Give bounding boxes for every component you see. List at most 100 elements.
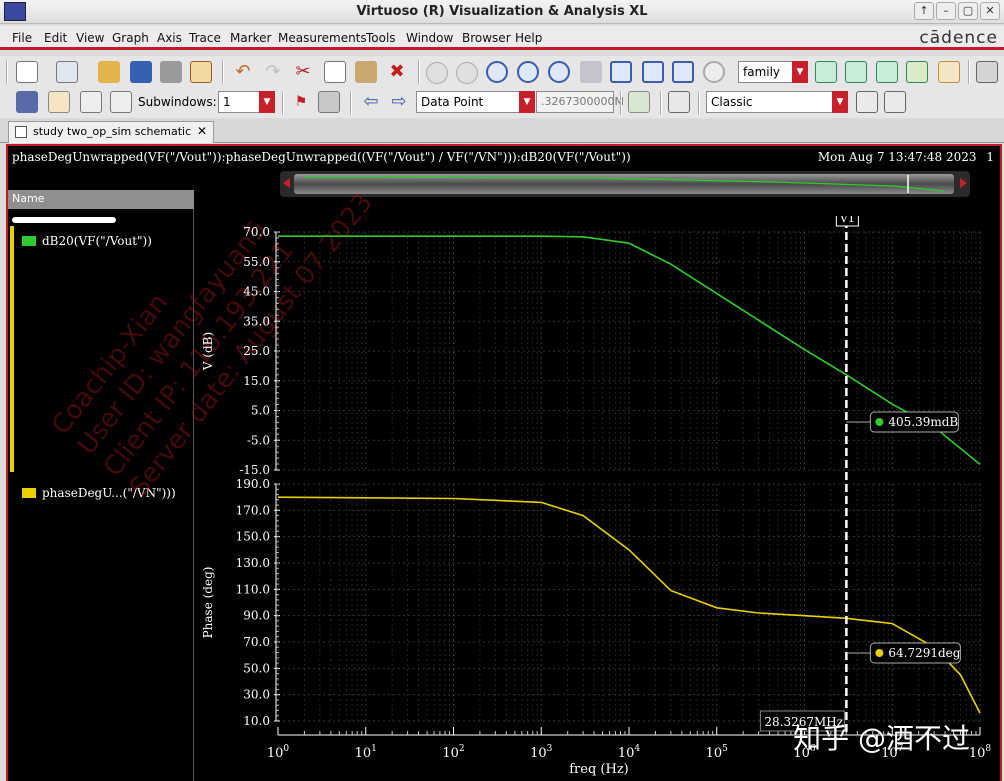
fit-icon[interactable] (610, 61, 632, 83)
add-trace-icon[interactable] (906, 61, 928, 83)
paste-icon[interactable] (355, 61, 377, 83)
y-tick-label: 130.0 (236, 556, 270, 570)
menu-edit[interactable]: Edit (44, 31, 68, 45)
y-tick-label: -15.0 (239, 463, 270, 477)
pan-right-icon[interactable] (456, 62, 478, 84)
next-marker-icon[interactable]: ⇨ (391, 91, 407, 112)
trace-color-icon[interactable] (845, 61, 867, 83)
zoom-x-icon[interactable] (548, 61, 570, 83)
x-tick-label: 108 (969, 744, 992, 761)
open-folder-icon[interactable] (98, 61, 120, 83)
y-tick-label: 35.0 (243, 314, 270, 328)
info-icon[interactable] (318, 91, 340, 113)
fit-x-icon[interactable] (642, 61, 664, 83)
chevron-down-icon[interactable]: ▼ (832, 91, 848, 113)
window-close-all-icon[interactable] (884, 91, 906, 113)
legend-scrollbar[interactable] (12, 217, 116, 223)
redo-icon[interactable]: ↷ (265, 61, 281, 82)
title-bar: Virtuoso (R) Visualization & Analysis XL… (0, 0, 1004, 24)
marker-tag (835, 216, 859, 227)
menu-file[interactable]: File (12, 31, 33, 45)
tab-bar: study two_op_sim schematic ✕ (0, 119, 1004, 143)
subwindows-combo[interactable]: 1 ▼ (218, 91, 275, 113)
new-window-icon[interactable] (16, 61, 38, 83)
menu-axis[interactable]: Axis (157, 31, 182, 45)
marker-name: V1 (839, 216, 855, 225)
readout-box (869, 411, 959, 433)
chevron-down-icon[interactable]: ▼ (259, 91, 275, 113)
zoom-y-icon[interactable] (580, 61, 602, 83)
undo-icon[interactable]: ↶ (235, 61, 251, 82)
style-combo[interactable]: Classic ▼ (706, 91, 848, 113)
calculator-icon[interactable] (668, 91, 690, 113)
scroll-right-icon[interactable] (960, 178, 967, 188)
zoom-in-icon[interactable] (486, 61, 508, 83)
waveform-icon[interactable] (190, 61, 212, 83)
trace-edit-icon[interactable] (938, 61, 960, 83)
plot-area[interactable]: 70.0 55.0 45.0 35.0 25.0 15.0 5.0 -5.0 -15.0 V (d… (198, 216, 998, 781)
page-number: 1 (986, 150, 994, 164)
scroll-thumb[interactable] (294, 174, 954, 194)
minimize-button[interactable]: – (936, 2, 956, 20)
flag-icon[interactable]: ⚑ (294, 94, 308, 110)
y-tick-label: 190.0 (236, 477, 270, 491)
window-controls: ↑ – ▢ ✕ (914, 2, 1000, 20)
chevron-down-icon[interactable]: ▼ (792, 61, 808, 83)
menu-view[interactable]: View (76, 31, 105, 45)
x-tick-label: 103 (530, 744, 553, 761)
scroll-left-icon[interactable] (283, 178, 290, 188)
tab-schematic[interactable]: study two_op_sim schematic ✕ (8, 121, 214, 143)
pan-left-icon[interactable] (426, 62, 448, 84)
trace-width-icon[interactable] (876, 61, 898, 83)
fit-y-icon[interactable] (672, 61, 694, 83)
bar-chart-icon[interactable] (628, 91, 650, 113)
legend-entry-db20[interactable]: dB20(VF("/Vout")) (22, 234, 152, 248)
side-layout-icon[interactable] (110, 91, 132, 113)
legend-entry-phase[interactable]: phaseDegU...("/VN"))) (22, 486, 176, 500)
x-scrollbar[interactable] (280, 171, 970, 197)
y-tick-label: 70.0 (243, 225, 270, 239)
prev-marker-icon[interactable]: ⇦ (363, 91, 379, 112)
style-value: Classic (711, 95, 753, 109)
y-tick-label: 50.0 (243, 661, 270, 675)
zoom-reset-icon[interactable] (703, 61, 725, 83)
menu-graph[interactable]: Graph (112, 31, 149, 45)
main-toolbar: ↶ ↷ ✂ ✖ family ▼ (0, 56, 1004, 88)
close-button[interactable]: ✕ (980, 2, 1000, 20)
wand-icon[interactable] (16, 91, 38, 113)
zoom-out-icon[interactable] (517, 61, 539, 83)
x-tick-label: 107 (881, 744, 904, 761)
save-icon[interactable] (130, 61, 152, 83)
menu-tools[interactable]: Tools (366, 31, 396, 45)
grid-icon[interactable] (976, 61, 998, 83)
menu-measurements[interactable]: Measurements (278, 31, 367, 45)
font-family-combo[interactable]: family ▼ (738, 61, 808, 83)
menu-window[interactable]: Window (406, 31, 454, 45)
print-icon[interactable] (160, 61, 182, 83)
cards-icon[interactable] (48, 91, 70, 113)
schematic-icon (15, 126, 27, 138)
shade-button[interactable]: ↑ (914, 2, 934, 20)
x-tick-label: 106 (793, 744, 816, 761)
menu-trace[interactable]: Trace (189, 31, 221, 45)
new-subwindow-icon[interactable] (56, 61, 78, 83)
x-tick-label: 101 (355, 744, 377, 761)
yellow-swatch-icon (22, 488, 36, 498)
stack-layout-icon[interactable] (80, 91, 102, 113)
maximize-button[interactable]: ▢ (958, 2, 978, 20)
marker-value-field[interactable]: .3267300000M (536, 91, 624, 113)
window-list-icon[interactable] (856, 91, 878, 113)
menu-marker[interactable]: Marker (230, 31, 272, 45)
copy-icon[interactable] (324, 61, 346, 83)
window-title: Virtuoso (R) Visualization & Analysis XL (356, 4, 648, 19)
cut-icon[interactable]: ✂ (295, 61, 311, 82)
menu-help[interactable]: Help (515, 31, 543, 45)
close-icon[interactable]: ✕ (196, 124, 207, 138)
green-swatch-icon (22, 236, 36, 246)
delete-icon[interactable]: ✖ (389, 61, 405, 82)
x-tick-label: 100 (267, 744, 290, 761)
trace-style-icon[interactable] (815, 61, 837, 83)
marker-type-combo[interactable]: Data Point ▼ (416, 91, 535, 113)
menu-browser[interactable]: Browser (462, 31, 511, 45)
chevron-down-icon[interactable]: ▼ (519, 91, 535, 113)
